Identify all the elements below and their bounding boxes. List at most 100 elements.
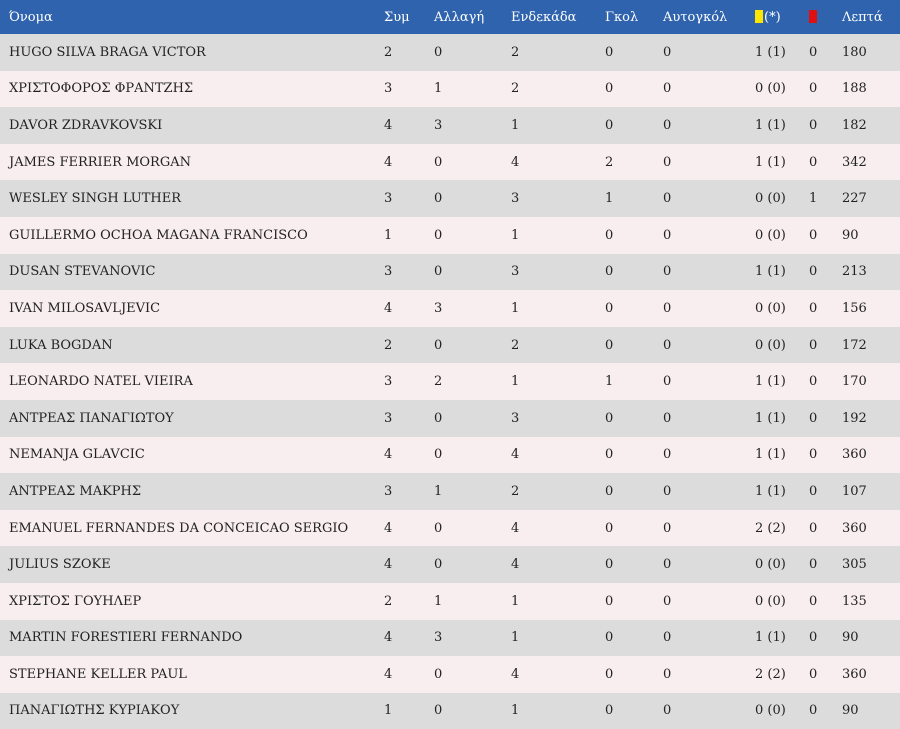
goals-cell: 1: [605, 191, 614, 207]
player-name[interactable]: LUKA BOGDAN: [9, 337, 113, 353]
substitutions-cell: 0: [434, 154, 443, 170]
col-header-name[interactable]: Όνομα: [9, 9, 53, 25]
own-goals-cell: 0: [663, 191, 672, 207]
goals-cell: 0: [605, 264, 614, 280]
col-header-goals[interactable]: Γκολ: [605, 9, 639, 25]
own-goals-cell: 0: [663, 593, 672, 609]
player-name[interactable]: JAMES FERRIER MORGAN: [9, 154, 191, 170]
yellow-cards-cell: 0 (0): [755, 227, 786, 243]
appearances-cell: 3: [384, 81, 393, 97]
table-row: IVAN MILOSAVLJEVIC 4 3 1 0 0 0 (0) 0 156: [0, 290, 900, 327]
goals-cell: 0: [605, 227, 614, 243]
goals-cell: 0: [605, 630, 614, 646]
col-header-starts[interactable]: Ενδεκάδα: [511, 9, 577, 25]
table-row: LUKA BOGDAN 2 0 2 0 0 0 (0) 0 172: [0, 326, 900, 364]
starts-cell: 2: [511, 44, 520, 60]
substitutions-cell: 0: [434, 337, 443, 353]
starts-cell: 4: [511, 557, 520, 573]
appearances-cell: 2: [384, 44, 393, 60]
red-cards-cell: 0: [809, 300, 818, 316]
player-name[interactable]: ΧΡΙΣΤΟΦΟΡΟΣ ΦΡΑΝΤΖΗΣ: [9, 81, 194, 97]
yellow-cards-cell: 1 (1): [755, 410, 786, 426]
starts-cell: 1: [511, 374, 520, 390]
substitutions-cell: 1: [434, 483, 443, 499]
player-name[interactable]: LEONARDO NATEL VIEIRA: [9, 374, 193, 390]
player-name[interactable]: WESLEY SINGH LUTHER: [9, 191, 182, 207]
player-name[interactable]: ΑΝΤΡΕΑΣ ΠΑΝΑΓΙΩΤΟΥ: [9, 410, 174, 426]
substitutions-cell: 0: [434, 227, 443, 243]
player-name[interactable]: GUILLERMO OCHOA MAGANA FRANCISCO: [9, 227, 308, 243]
substitutions-cell: 0: [434, 666, 443, 682]
table-row: JAMES FERRIER MORGAN 4 0 4 2 0 1 (1) 0 342: [0, 143, 900, 181]
player-name[interactable]: STEPHANE KELLER PAUL: [9, 666, 187, 682]
substitutions-cell: 0: [434, 44, 443, 60]
player-name[interactable]: ΑΝΤΡΕΑΣ ΜΑΚΡΗΣ: [9, 483, 142, 499]
goals-cell: 2: [605, 154, 614, 170]
red-cards-cell: 0: [809, 593, 818, 609]
starts-cell: 1: [511, 117, 520, 133]
col-header-appearances[interactable]: Συμ: [384, 9, 410, 25]
red-cards-cell: 0: [809, 630, 818, 646]
starts-cell: 4: [511, 447, 520, 463]
appearances-cell: 4: [384, 557, 393, 573]
col-header-red-cards[interactable]: [809, 0, 842, 34]
table-row: DUSAN STEVANOVIC 3 0 3 0 0 1 (1) 0 213: [0, 253, 900, 291]
red-cards-cell: 0: [809, 154, 818, 170]
yellow-cards-cell: 1 (1): [755, 117, 786, 133]
red-cards-cell: 0: [809, 557, 818, 573]
goals-cell: 0: [605, 703, 614, 719]
table-row: WESLEY SINGH LUTHER 3 0 3 1 0 0 (0) 1 227: [0, 180, 900, 217]
appearances-cell: 4: [384, 520, 393, 536]
col-header-minutes[interactable]: Λεπτά: [842, 9, 883, 25]
table-row: ΧΡΙΣΤΟΦΟΡΟΣ ΦΡΑΝΤΖΗΣ 3 1 2 0 0 0 (0) 0 188: [0, 70, 900, 108]
starts-cell: 4: [511, 666, 520, 682]
appearances-cell: 3: [384, 410, 393, 426]
red-cards-cell: 0: [809, 81, 818, 97]
player-name[interactable]: JULIUS SZOKE: [9, 557, 111, 573]
appearances-cell: 3: [384, 264, 393, 280]
player-name[interactable]: ΠΑΝΑΓΙΩΤΗΣ ΚΥΡΙΑΚΟΥ: [9, 703, 180, 719]
player-name[interactable]: DAVOR ZDRAVKOVSKI: [9, 117, 163, 133]
starts-cell: 1: [511, 227, 520, 243]
minutes-cell: 135: [842, 593, 867, 609]
player-name[interactable]: DUSAN STEVANOVIC: [9, 264, 156, 280]
red-card-icon: [809, 9, 817, 23]
player-name[interactable]: MARTIN FORESTIERI FERNANDO: [9, 630, 243, 646]
red-cards-cell: 0: [809, 374, 818, 390]
minutes-cell: 182: [842, 117, 867, 133]
red-cards-cell: 0: [809, 337, 818, 353]
red-cards-cell: 0: [809, 447, 818, 463]
own-goals-cell: 0: [663, 300, 672, 316]
yellow-cards-cell: 0 (0): [755, 703, 786, 719]
player-name[interactable]: HUGO SILVA BRAGA VICTOR: [9, 44, 206, 60]
starts-cell: 3: [511, 264, 520, 280]
player-name[interactable]: NEMANJA GLAVCIC: [9, 447, 145, 463]
player-name[interactable]: ΧΡΙΣΤΟΣ ΓΟΥΗΛΕΡ: [9, 593, 142, 609]
col-header-substitutions[interactable]: Αλλαγή: [434, 9, 485, 25]
own-goals-cell: 0: [663, 703, 672, 719]
minutes-cell: 227: [842, 191, 867, 207]
yellow-cards-cell: 0 (0): [755, 191, 786, 207]
own-goals-cell: 0: [663, 520, 672, 536]
minutes-cell: 170: [842, 374, 867, 390]
own-goals-cell: 0: [663, 154, 672, 170]
substitutions-cell: 0: [434, 557, 443, 573]
own-goals-cell: 0: [663, 81, 672, 97]
player-name[interactable]: IVAN MILOSAVLJEVIC: [9, 300, 161, 316]
col-header-own-goals[interactable]: Αυτογκόλ: [663, 9, 728, 25]
minutes-cell: 188: [842, 81, 867, 97]
yellow-cards-cell: 0 (0): [755, 557, 786, 573]
red-cards-cell: 0: [809, 117, 818, 133]
starts-cell: 3: [511, 410, 520, 426]
own-goals-cell: 0: [663, 483, 672, 499]
table-row: NEMANJA GLAVCIC 4 0 4 0 0 1 (1) 0 360: [0, 436, 900, 474]
col-header-yellow-cards[interactable]: (*): [755, 0, 809, 34]
appearances-cell: 3: [384, 191, 393, 207]
substitutions-cell: 0: [434, 520, 443, 536]
substitutions-cell: 1: [434, 81, 443, 97]
player-name[interactable]: EMANUEL FERNANDES DA CONCEICAO SERGIO: [9, 520, 349, 536]
own-goals-cell: 0: [663, 264, 672, 280]
red-cards-cell: 0: [809, 520, 818, 536]
appearances-cell: 4: [384, 300, 393, 316]
